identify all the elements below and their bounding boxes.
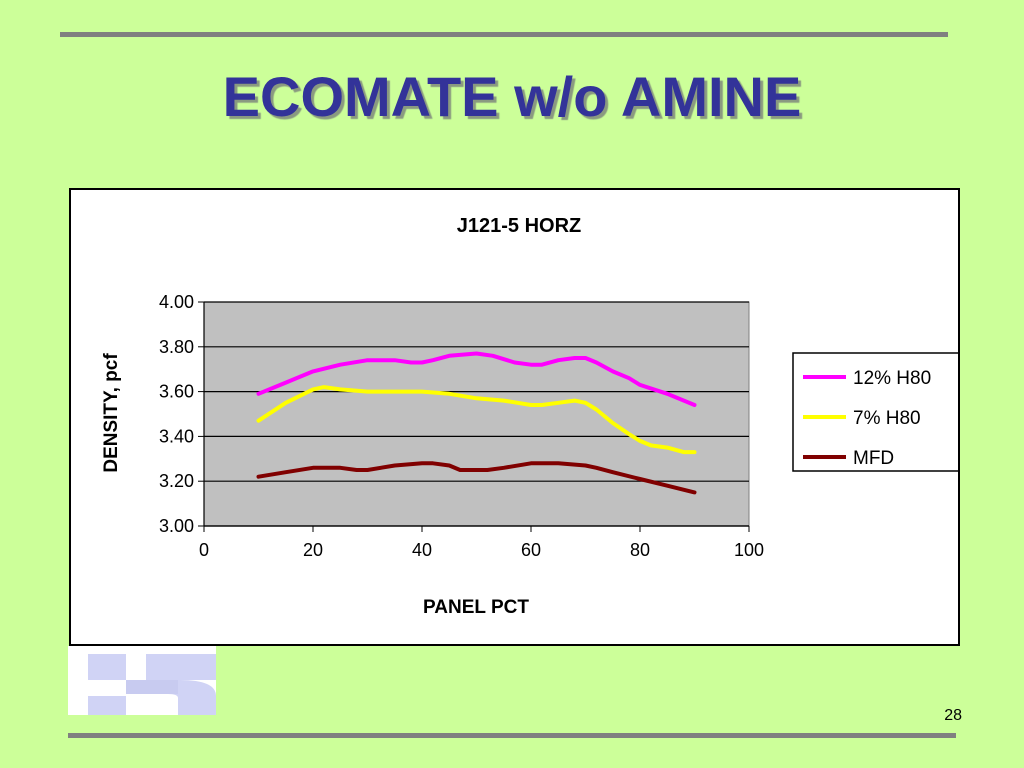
plot-background <box>203 301 750 527</box>
slide-title: ECOMATE w/o AMINE <box>222 65 802 128</box>
series-line-mfd <box>256 461 697 495</box>
series-line-7-h80 <box>256 385 697 455</box>
y-tick-label: 3.20 <box>159 471 194 491</box>
page-number: 28 <box>944 707 962 724</box>
legend-label-7-h80: 7% H80 <box>853 408 921 429</box>
legend-box <box>792 352 960 472</box>
y-tick-label: 3.40 <box>159 426 194 446</box>
x-tick-label: 40 <box>412 540 432 560</box>
x-tick-label: 80 <box>630 540 650 560</box>
x-axis-label: PANEL PCT <box>423 597 529 618</box>
x-tick-label: 100 <box>734 540 764 560</box>
chart-title: J121-5 HORZ <box>457 215 582 237</box>
y-tick-label: 3.80 <box>159 337 194 357</box>
chart-container: J121-5 HORZ 3.00 3.20 3.40 3.60 3.80 4.00 0 20 4… <box>69 188 960 646</box>
top-divider <box>60 32 948 37</box>
x-tick-label: 0 <box>199 540 209 560</box>
y-axis-label: DENSITY, pcf <box>101 353 122 473</box>
bottom-divider <box>68 733 956 738</box>
y-tick-label: 3.00 <box>159 516 194 536</box>
legend-label-12-h80: 12% H80 <box>853 368 931 389</box>
company-logo <box>68 646 216 715</box>
legend-label-mfd: MFD <box>853 448 894 469</box>
x-tick-label: 20 <box>303 540 323 560</box>
density-line-chart: J121-5 HORZ 3.00 3.20 3.40 3.60 3.80 4.00 0 20 4… <box>101 215 960 618</box>
x-tick-label: 60 <box>521 540 541 560</box>
plot-area: 3.00 3.20 3.40 3.60 3.80 4.00 0 20 40 60 80 100 <box>159 292 764 560</box>
series-line-12-h80 <box>256 351 697 407</box>
y-tick-label: 4.00 <box>159 292 194 312</box>
y-tick-label: 3.60 <box>159 382 194 402</box>
chart-legend: 12% H80 7% H80 MFD <box>792 352 960 472</box>
